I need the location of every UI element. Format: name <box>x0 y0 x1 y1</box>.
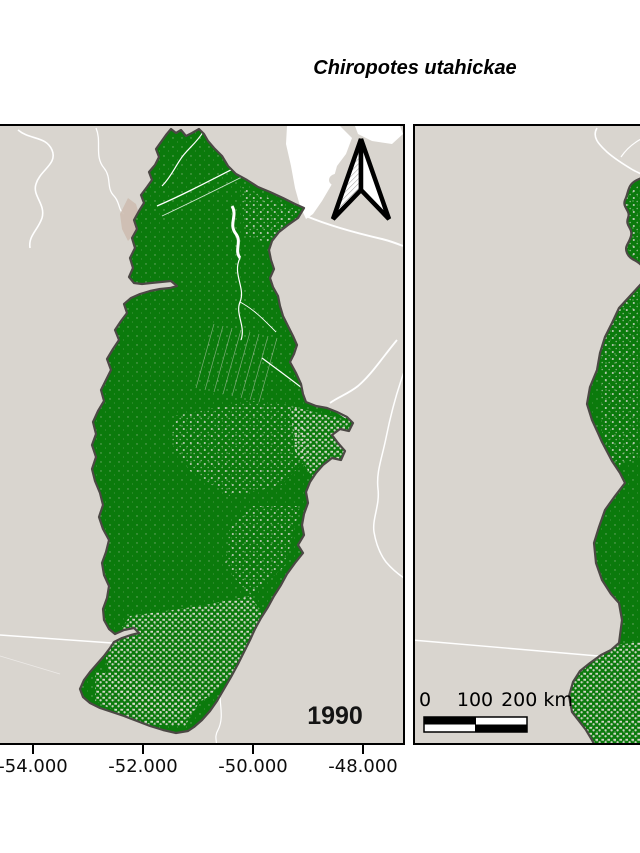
map-panel-right: 0 100 200 km <box>413 124 640 745</box>
axis-tick-label: -48.000 <box>328 756 398 777</box>
scale-label-200km: 200 km <box>501 689 573 711</box>
map-1990-canvas: 1990 <box>0 126 403 743</box>
axis-tick <box>252 745 254 754</box>
map-right-canvas: 0 100 200 km <box>415 126 640 743</box>
axis-tick-label: -54.000 <box>0 756 68 777</box>
rivers <box>0 127 403 743</box>
year-label-1990: 1990 <box>307 702 363 730</box>
figure-title: Chiropotes utahickae <box>313 57 517 79</box>
axis-tick <box>142 745 144 754</box>
map-panel-1990: 1990 <box>0 124 405 745</box>
scale-bar: 0 100 200 km <box>419 689 573 733</box>
rivers <box>415 127 640 657</box>
scale-label-0: 0 <box>419 689 431 711</box>
north-arrow-icon <box>330 138 392 221</box>
scale-label-100: 100 <box>457 689 493 711</box>
deforestation-texture <box>80 129 353 733</box>
axis-tick-label: -52.000 <box>108 756 178 777</box>
land-patch <box>120 198 140 241</box>
axis-tick <box>32 745 34 754</box>
axis-tick-label: -50.000 <box>218 756 288 777</box>
river-water-body <box>286 126 403 247</box>
axis-tick <box>362 745 364 754</box>
